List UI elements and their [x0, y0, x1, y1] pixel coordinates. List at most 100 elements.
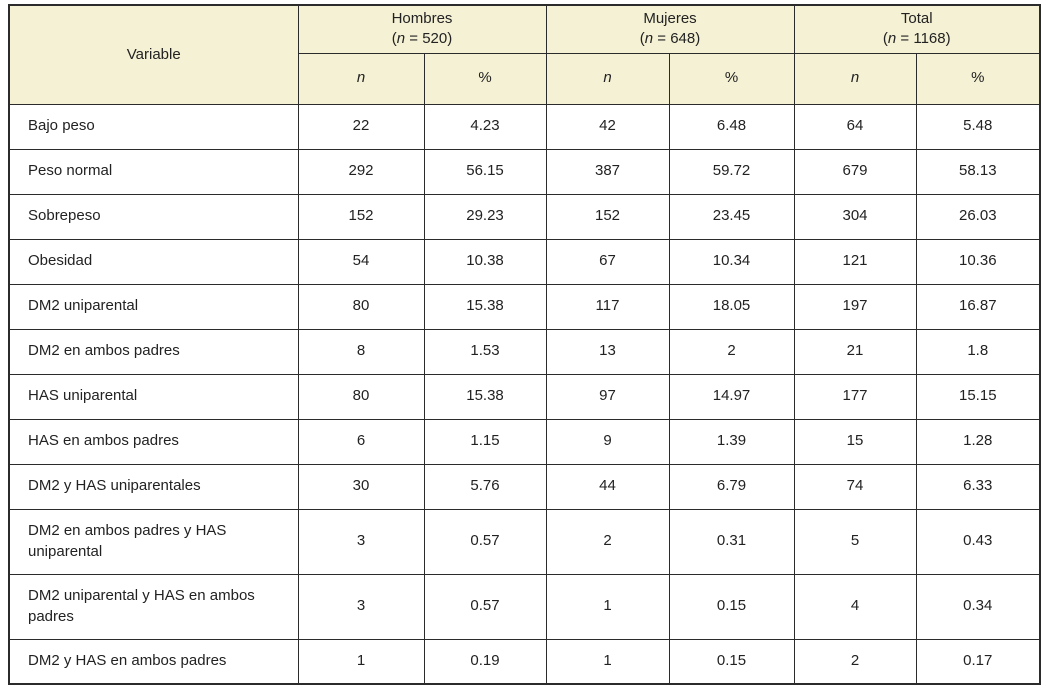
row-value: 1: [297, 638, 425, 685]
row-value: 44: [545, 463, 670, 510]
pct-label: %: [724, 69, 739, 87]
row-value: 22: [297, 103, 425, 150]
row-value: 13: [545, 328, 670, 375]
group-subtitle-hombres: (n = 520): [299, 29, 546, 49]
subtitle-prefix: (: [639, 30, 645, 48]
subtitle-n-italic: n: [396, 30, 406, 48]
row-value: 54: [297, 238, 425, 285]
row-value: 64: [793, 103, 917, 150]
row-value: 18.05: [668, 283, 795, 330]
row-value: 10.36: [915, 238, 1041, 285]
table-row: HAS uniparental 80 15.38 97 14.97 177 15.15: [8, 373, 1041, 420]
group-subtitle-total: (n = 1168): [795, 29, 1040, 49]
row-value: 6.79: [668, 463, 795, 510]
row-value: 2: [545, 508, 670, 575]
row-value: 10.38: [423, 238, 547, 285]
statistics-table: Variable Hombres (n = 520) Mujeres (n = …: [8, 4, 1042, 685]
row-value: 4.23: [423, 103, 547, 150]
row-label: DM2 uniparental: [8, 283, 299, 330]
header-group-row: Variable Hombres (n = 520) Mujeres (n = …: [8, 4, 1041, 105]
column-header-variable: Variable: [8, 4, 299, 105]
row-label: DM2 y HAS en ambos padres: [8, 638, 299, 685]
row-value: 152: [297, 193, 425, 240]
row-value: 59.72: [668, 148, 795, 195]
row-value: 80: [297, 283, 425, 330]
subtitle-prefix: (: [882, 30, 888, 48]
table-row: Sobrepeso 152 29.23 152 23.45 304 26.03: [8, 193, 1041, 240]
row-value: 197: [793, 283, 917, 330]
table-row: DM2 uniparental y HAS en ambos padres 3 0.…: [8, 573, 1041, 640]
group-subtitle-mujeres: (n = 648): [547, 29, 794, 49]
row-value: 5: [793, 508, 917, 575]
subtitle-rest: = 1168): [896, 30, 951, 48]
row-value: 1: [545, 573, 670, 640]
row-value: 14.97: [668, 373, 795, 420]
subheader-hombres-pct: %: [423, 52, 547, 105]
row-label: DM2 en ambos padres y HAS uniparental: [8, 508, 299, 575]
row-value: 152: [545, 193, 670, 240]
row-value: 3: [297, 573, 425, 640]
subheader-mujeres-pct: %: [668, 52, 795, 105]
table-row: Bajo peso 22 4.23 42 6.48 64 5.48: [8, 103, 1041, 150]
row-label: Sobrepeso: [8, 193, 299, 240]
table-row: DM2 en ambos padres y HAS uniparental 3 0.…: [8, 508, 1041, 575]
row-value: 0.34: [915, 573, 1041, 640]
subheader-total-pct: %: [915, 52, 1041, 105]
column-header-hombres: Hombres (n = 520): [297, 4, 547, 54]
row-value: 42: [545, 103, 670, 150]
row-value: 6.33: [915, 463, 1041, 510]
table-row: DM2 uniparental 80 15.38 117 18.05 197 16.87: [8, 283, 1041, 330]
row-value: 0.57: [423, 573, 547, 640]
row-value: 1.39: [668, 418, 795, 465]
row-value: 97: [545, 373, 670, 420]
row-value: 4: [793, 573, 917, 640]
subtitle-rest: = 520): [405, 30, 453, 48]
row-value: 121: [793, 238, 917, 285]
row-value: 6.48: [668, 103, 795, 150]
row-value: 8: [297, 328, 425, 375]
table-row: Peso normal 292 56.15 387 59.72 679 58.13: [8, 148, 1041, 195]
row-value: 1.8: [915, 328, 1041, 375]
row-value: 9: [545, 418, 670, 465]
row-value: 304: [793, 193, 917, 240]
row-value: 15.38: [423, 283, 547, 330]
row-label: HAS en ambos padres: [8, 418, 299, 465]
row-value: 67: [545, 238, 670, 285]
table-row: DM2 y HAS en ambos padres 1 0.19 1 0.15 2 0.17: [8, 638, 1041, 685]
pct-label: %: [478, 69, 492, 87]
row-value: 0.31: [668, 508, 795, 575]
n-label: n: [850, 69, 860, 87]
subtitle-n-italic: n: [644, 30, 654, 48]
row-label: Peso normal: [8, 148, 299, 195]
row-value: 29.23: [423, 193, 547, 240]
table-row: DM2 en ambos padres 8 1.53 13 2 21 1.8: [8, 328, 1041, 375]
row-label: HAS uniparental: [8, 373, 299, 420]
n-label: n: [356, 69, 366, 87]
row-value: 1.53: [423, 328, 547, 375]
row-value: 5.76: [423, 463, 547, 510]
row-value: 0.15: [668, 573, 795, 640]
row-value: 26.03: [915, 193, 1041, 240]
table-row: DM2 y HAS uniparentales 30 5.76 44 6.79 74 6.3…: [8, 463, 1041, 510]
row-value: 10.34: [668, 238, 795, 285]
row-value: 23.45: [668, 193, 795, 240]
table-row: Obesidad 54 10.38 67 10.34 121 10.36: [8, 238, 1041, 285]
row-value: 0.19: [423, 638, 547, 685]
row-value: 0.17: [915, 638, 1041, 685]
row-label: DM2 y HAS uniparentales: [8, 463, 299, 510]
group-title-total: Total: [900, 10, 933, 27]
group-title-mujeres: Mujeres: [643, 10, 697, 27]
row-value: 58.13: [915, 148, 1041, 195]
row-value: 679: [793, 148, 917, 195]
subtitle-rest: = 648): [653, 30, 701, 48]
subtitle-n-italic: n: [887, 30, 897, 48]
column-header-total: Total (n = 1168): [793, 4, 1041, 54]
n-label: n: [603, 69, 612, 87]
row-value: 0.43: [915, 508, 1041, 575]
row-value: 6: [297, 418, 425, 465]
row-value: 30: [297, 463, 425, 510]
row-value: 117: [545, 283, 670, 330]
row-value: 0.57: [423, 508, 547, 575]
row-value: 1.28: [915, 418, 1041, 465]
row-value: 21: [793, 328, 917, 375]
